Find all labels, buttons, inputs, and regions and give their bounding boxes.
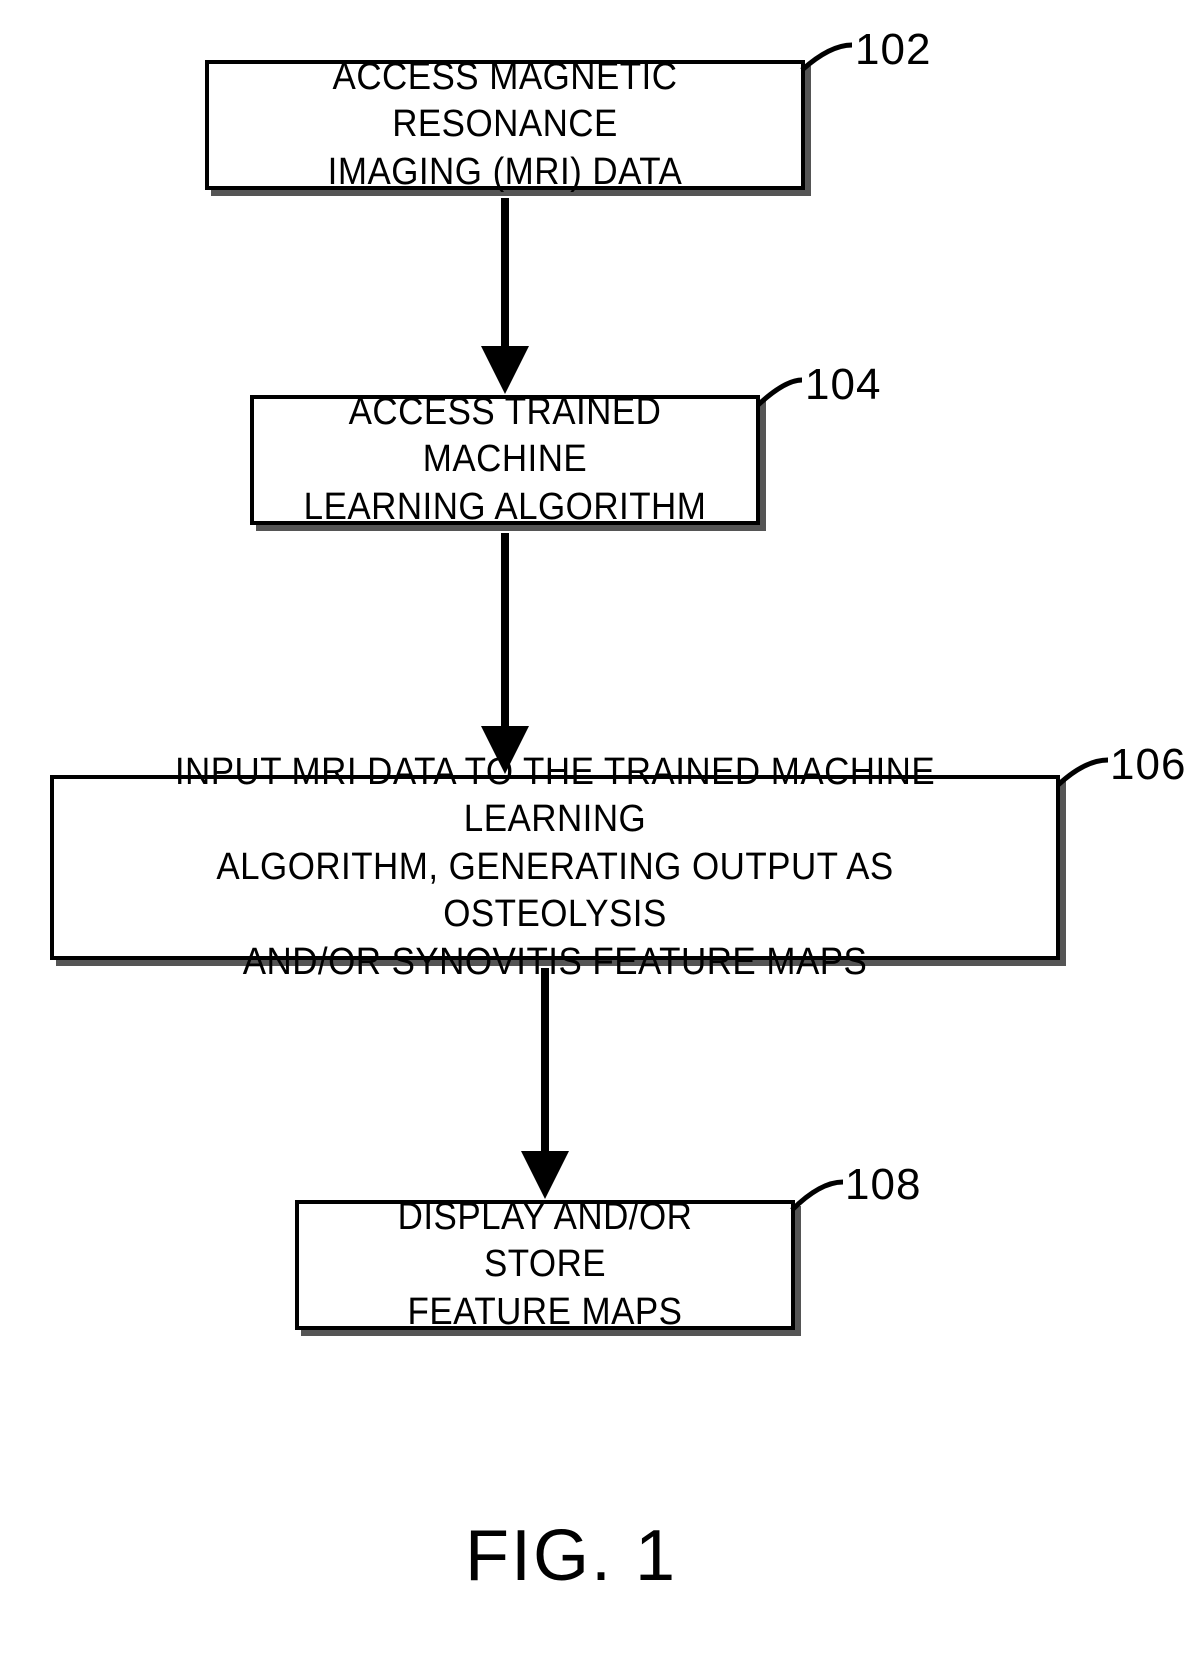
flow-step-1: ACCESS MAGNETIC RESONANCEIMAGING (MRI) D… [205,60,805,190]
figure-caption: FIG. 1 [465,1515,677,1597]
ref-label-102: 102 [855,25,931,75]
flow-step-2: ACCESS TRAINED MACHINELEARNING ALGORITHM [250,395,760,525]
flow-step-2-text: ACCESS TRAINED MACHINELEARNING ALGORITHM [292,389,717,532]
flow-step-4-text: DISPLAY AND/OR STOREFEATURE MAPS [337,1194,753,1337]
flow-step-1-text: ACCESS MAGNETIC RESONANCEIMAGING (MRI) D… [251,54,759,197]
ref-label-104: 104 [805,360,881,410]
flow-step-4: DISPLAY AND/OR STOREFEATURE MAPS [295,1200,795,1330]
ref-label-106: 106 [1110,740,1186,790]
flow-step-3-text: INPUT MRI DATA TO THE TRAINED MACHINE LE… [112,749,997,987]
ref-label-108: 108 [845,1160,921,1210]
flow-step-3: INPUT MRI DATA TO THE TRAINED MACHINE LE… [50,775,1060,960]
